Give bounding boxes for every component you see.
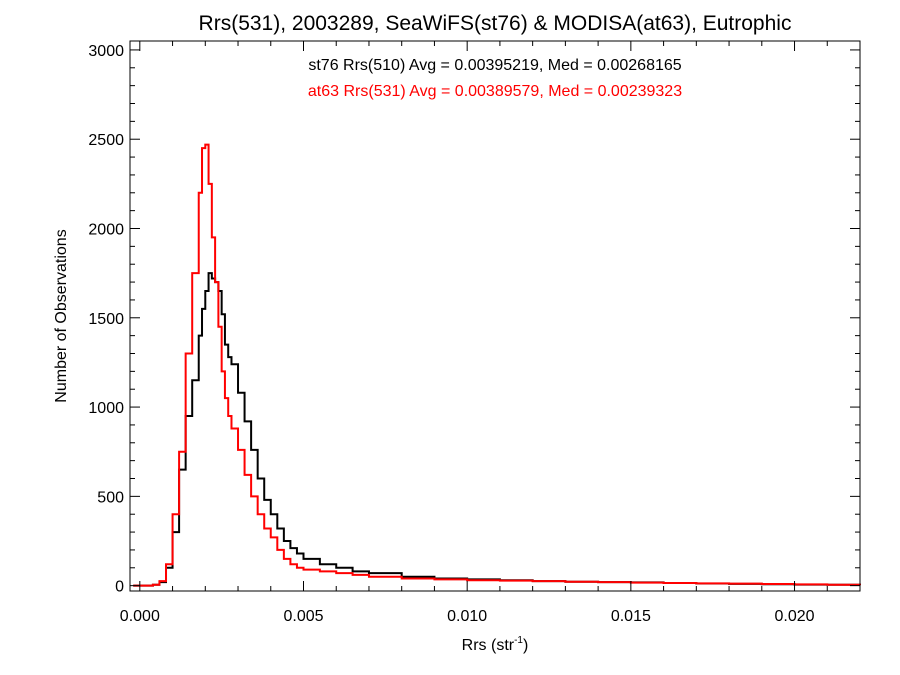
y-axis: 0 500 1000 1500 2000 2500 3000 (88, 43, 860, 596)
x-tick-label: 0.015 (611, 608, 651, 625)
chart-title: Rrs(531), 2003289, SeaWiFS(st76) & MODIS… (199, 12, 792, 35)
y-axis-label: Number of Observations (53, 229, 70, 402)
x-tick-label: 0.005 (283, 608, 323, 625)
series-line-st76 (133, 272, 861, 587)
y-tick-label: 1000 (88, 400, 124, 417)
legend-entry-st76: st76 Rrs(510) Avg = 0.00395219, Med = 0.… (308, 57, 681, 74)
y-tick-label: 2500 (88, 132, 124, 149)
y-tick-label: 0 (115, 579, 124, 596)
y-tick-label: 1500 (88, 311, 124, 328)
legend-entry-at63: at63 Rrs(531) Avg = 0.00389579, Med = 0.… (308, 83, 682, 100)
x-axis-label-suffix: ) (523, 637, 528, 654)
x-tick-label: 0.010 (447, 608, 487, 625)
x-tick-label: 0.020 (775, 608, 815, 625)
x-axis-label: Rrs (str-1) (462, 635, 529, 654)
y-tick-label: 2000 (88, 222, 124, 239)
x-axis: 0.000 0.005 0.010 0.015 0.020 (120, 41, 861, 625)
y-tick-label: 500 (97, 489, 124, 506)
y-tick-label: 3000 (88, 43, 124, 60)
plot-frame (129, 40, 861, 592)
plot-area (133, 143, 861, 587)
x-tick-label: 0.000 (120, 608, 160, 625)
series-line-at63 (133, 143, 861, 587)
x-axis-label-superscript: -1 (514, 635, 523, 646)
